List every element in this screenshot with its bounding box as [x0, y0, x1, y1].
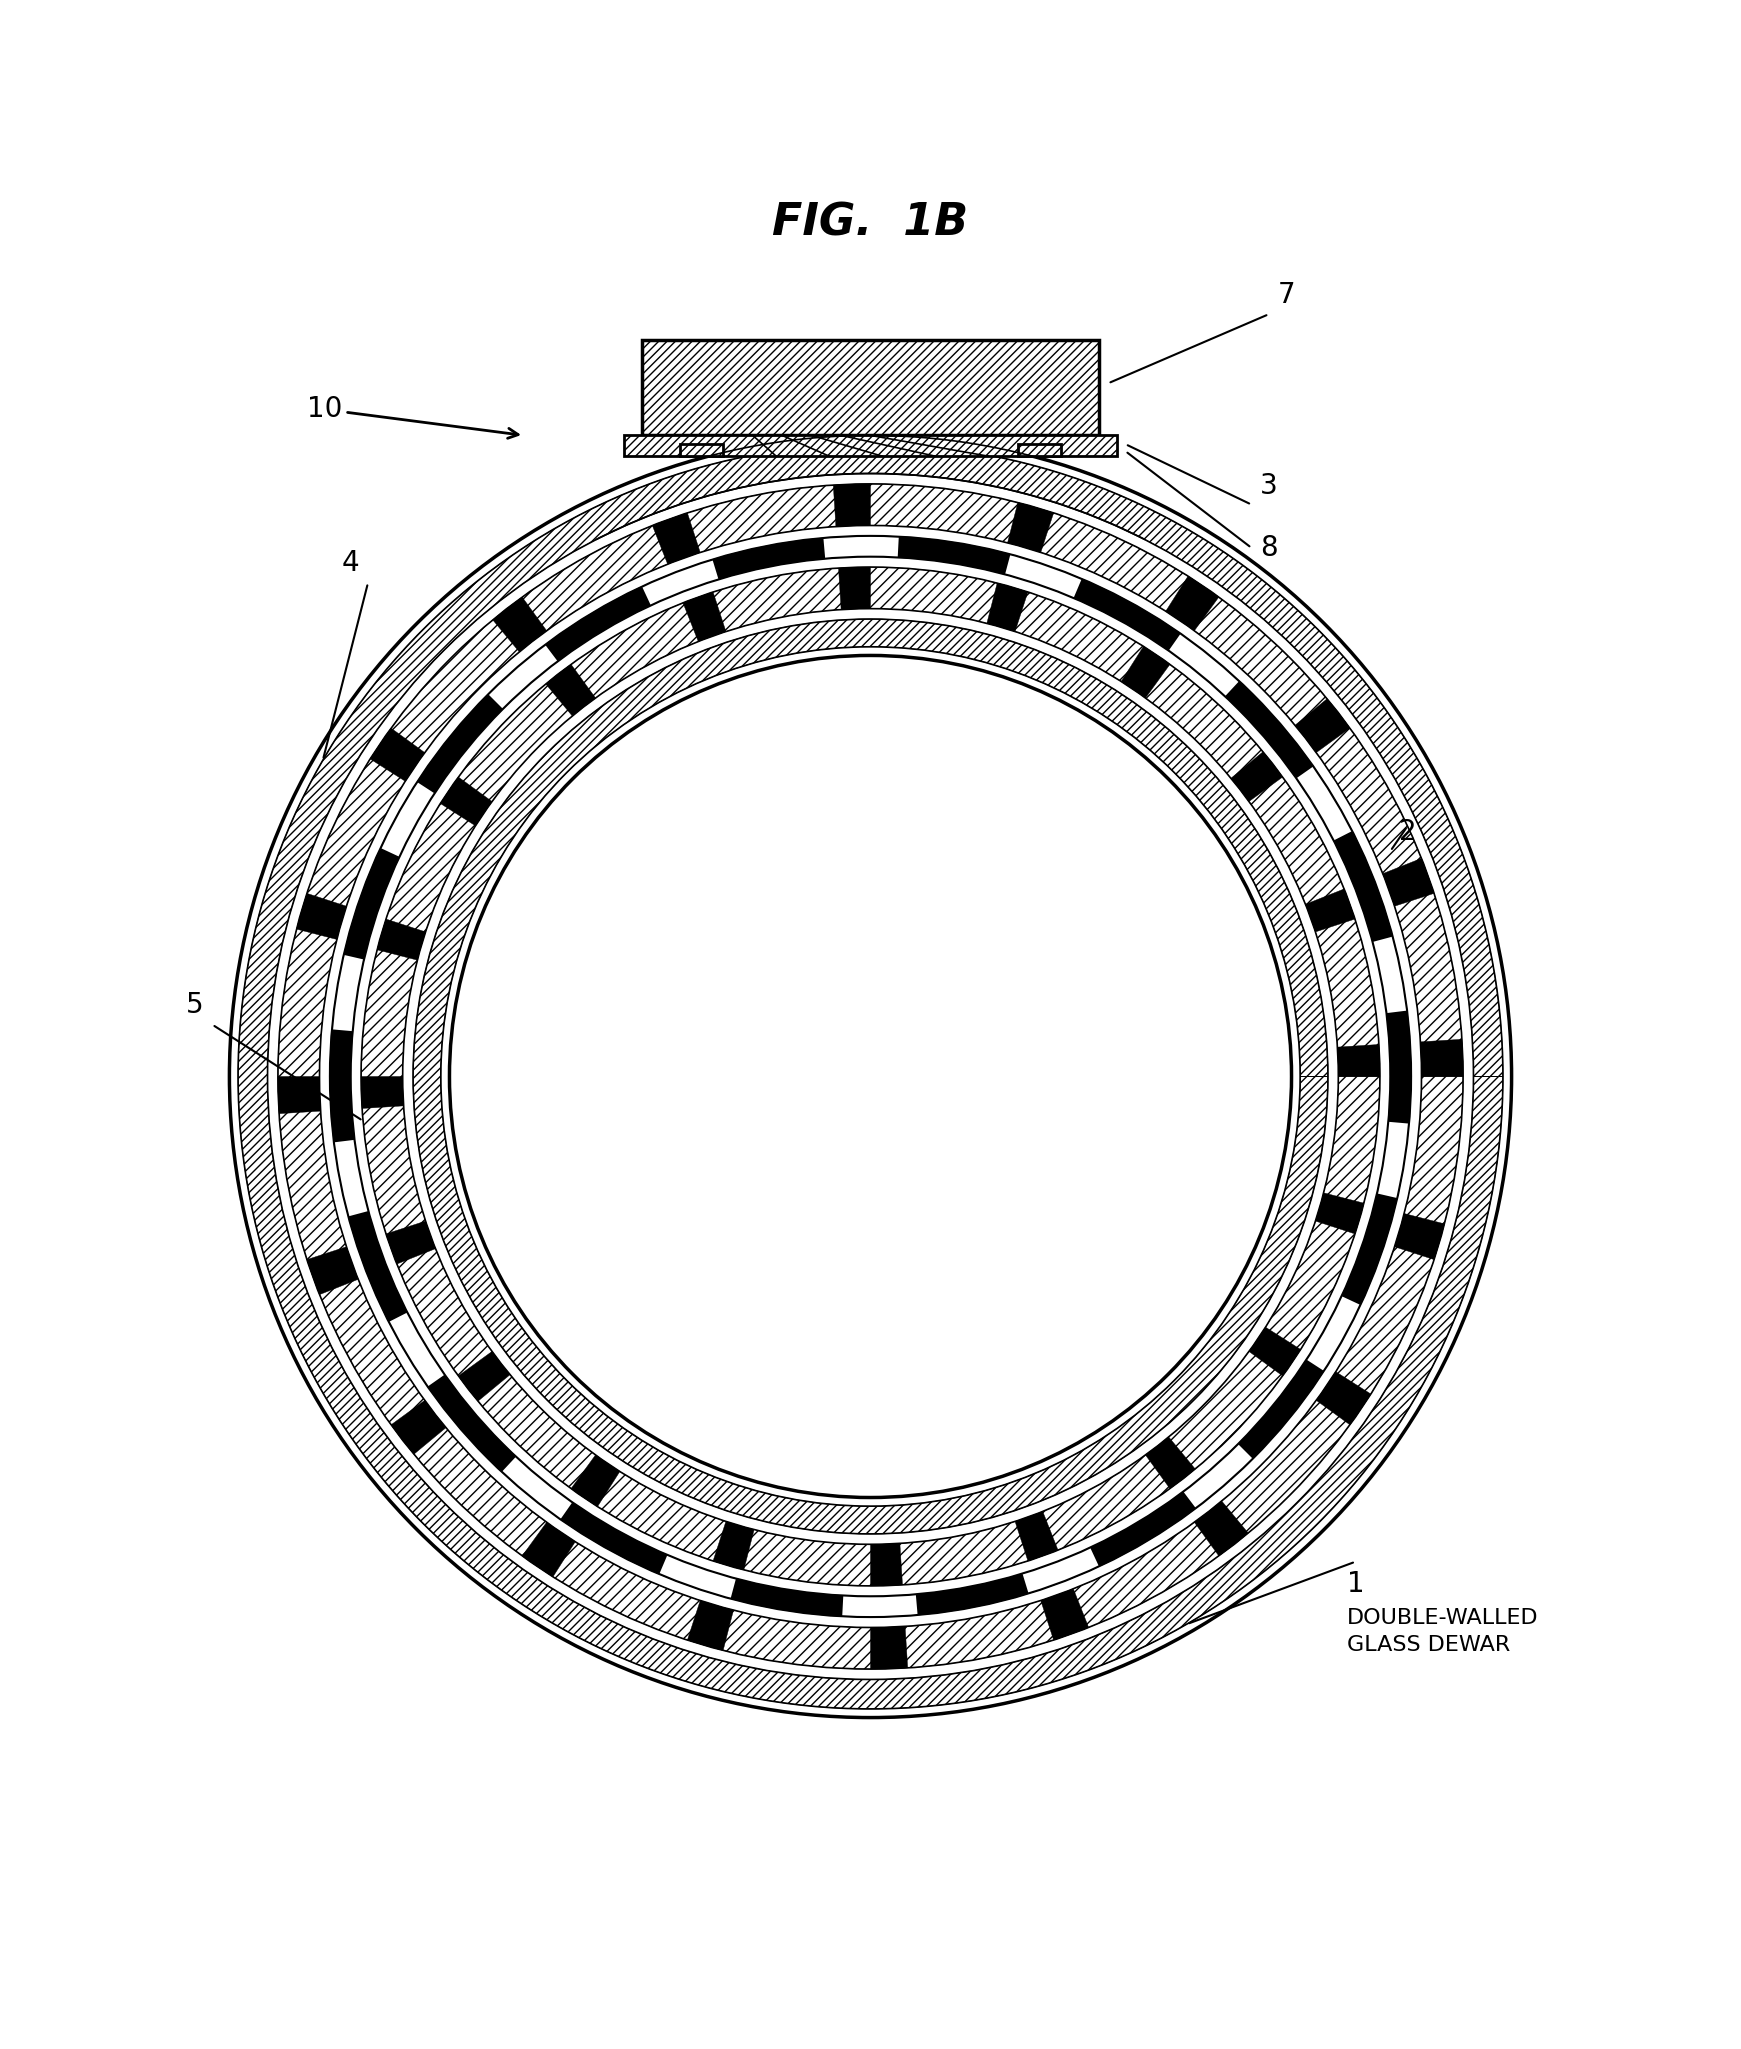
Polygon shape — [1248, 1328, 1301, 1375]
Polygon shape — [870, 1543, 902, 1586]
Polygon shape — [682, 592, 726, 641]
Polygon shape — [1395, 1213, 1445, 1260]
Text: 8: 8 — [1260, 535, 1278, 561]
Polygon shape — [487, 645, 557, 709]
Polygon shape — [501, 1457, 573, 1518]
Polygon shape — [625, 434, 1116, 457]
Polygon shape — [329, 537, 1412, 1617]
Polygon shape — [642, 340, 1099, 434]
Polygon shape — [458, 1352, 510, 1402]
Polygon shape — [642, 559, 719, 604]
Polygon shape — [839, 568, 870, 611]
Polygon shape — [306, 1246, 359, 1295]
Polygon shape — [1005, 555, 1081, 598]
Polygon shape — [381, 783, 435, 856]
Polygon shape — [571, 1455, 620, 1506]
Polygon shape — [1372, 936, 1407, 1012]
Text: 5: 5 — [186, 992, 204, 1018]
Polygon shape — [1166, 576, 1219, 631]
Polygon shape — [239, 445, 1502, 1709]
Polygon shape — [1295, 699, 1349, 752]
Polygon shape — [1316, 1371, 1370, 1424]
Text: 3: 3 — [1260, 471, 1278, 500]
Polygon shape — [681, 445, 723, 457]
Polygon shape — [333, 955, 364, 1031]
Polygon shape — [493, 596, 547, 652]
Text: DOUBLE-WALLED
GLASS DEWAR: DOUBLE-WALLED GLASS DEWAR — [1348, 1608, 1539, 1656]
Polygon shape — [1146, 1436, 1196, 1488]
Polygon shape — [1008, 502, 1053, 553]
Polygon shape — [230, 434, 1511, 1717]
Polygon shape — [279, 484, 1462, 1670]
Text: 10: 10 — [306, 395, 519, 438]
Polygon shape — [360, 568, 1381, 1586]
Polygon shape — [653, 512, 700, 563]
Text: 2: 2 — [1400, 818, 1417, 846]
Polygon shape — [688, 1600, 733, 1649]
Polygon shape — [987, 584, 1027, 631]
Polygon shape — [1184, 1445, 1254, 1508]
Polygon shape — [1306, 1297, 1360, 1371]
Polygon shape — [1041, 1588, 1088, 1639]
Polygon shape — [360, 568, 1381, 1586]
Polygon shape — [714, 1522, 754, 1570]
Polygon shape — [1015, 1512, 1059, 1561]
Polygon shape — [823, 537, 898, 559]
Text: 4: 4 — [341, 549, 359, 578]
Polygon shape — [1297, 766, 1353, 840]
Polygon shape — [723, 445, 1018, 457]
Polygon shape — [870, 1627, 907, 1670]
Polygon shape — [1121, 645, 1170, 699]
Polygon shape — [334, 1139, 369, 1217]
Polygon shape — [371, 727, 425, 781]
Polygon shape — [660, 1555, 736, 1598]
Polygon shape — [413, 619, 1328, 1535]
Polygon shape — [279, 1076, 320, 1115]
Polygon shape — [360, 1076, 404, 1109]
Polygon shape — [296, 893, 346, 938]
Polygon shape — [1377, 1121, 1408, 1199]
Polygon shape — [392, 1399, 446, 1455]
Polygon shape — [1168, 633, 1240, 697]
Text: 1: 1 — [1348, 1570, 1365, 1598]
Polygon shape — [388, 1313, 444, 1387]
Polygon shape — [1194, 1502, 1248, 1555]
Text: 7: 7 — [1278, 281, 1295, 309]
Polygon shape — [1382, 859, 1435, 906]
Polygon shape — [1022, 1547, 1099, 1594]
Polygon shape — [1316, 1193, 1363, 1233]
Polygon shape — [440, 777, 493, 826]
Polygon shape — [834, 484, 870, 527]
Polygon shape — [522, 1522, 575, 1578]
Polygon shape — [1231, 752, 1283, 801]
Polygon shape — [1018, 445, 1060, 457]
Polygon shape — [387, 1221, 435, 1264]
Polygon shape — [1306, 889, 1354, 932]
Polygon shape — [279, 484, 1462, 1670]
Polygon shape — [843, 1594, 918, 1617]
Polygon shape — [1421, 1039, 1462, 1076]
Polygon shape — [378, 920, 425, 961]
Text: FIG.  1B: FIG. 1B — [773, 201, 968, 244]
Polygon shape — [1337, 1045, 1381, 1076]
Polygon shape — [545, 664, 595, 715]
